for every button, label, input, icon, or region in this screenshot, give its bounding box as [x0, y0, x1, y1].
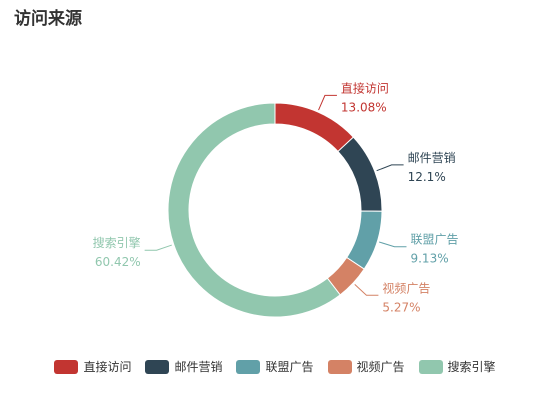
legend-item-lianmeng[interactable]: 联盟广告 [236, 358, 314, 375]
pie-slice[interactable] [337, 136, 383, 212]
label-leader-line [318, 94, 337, 111]
legend-item-youjian[interactable]: 邮件营销 [145, 358, 222, 375]
slice-name-label: 视频广告 [382, 280, 430, 295]
label-leader-line [354, 283, 379, 296]
legend-label: 直接访问 [83, 360, 132, 374]
label-leader-line [379, 241, 407, 248]
legend-item-sousuo[interactable]: 搜索引擎 [418, 358, 496, 375]
slice-percent-label: 5.27% [382, 300, 420, 314]
label-leader-line [376, 164, 404, 172]
legend-swatch [327, 359, 352, 374]
chart-title: 访问来源 [14, 9, 82, 29]
legend-item-shipin[interactable]: 视频广告 [327, 358, 405, 375]
legend-label: 搜索引擎 [447, 360, 496, 374]
slice-name-label: 邮件营销 [408, 151, 456, 165]
slice-percent-label: 60.42% [95, 255, 141, 269]
legend-swatch [418, 359, 443, 374]
slice-name-label: 直接访问 [341, 80, 389, 95]
chart-legend: 直接访问 邮件营销 联盟广告 视频广告 搜索引擎 [0, 358, 550, 375]
legend-swatch [145, 359, 170, 374]
pie-slice[interactable] [167, 102, 341, 318]
legend-swatch [236, 359, 261, 374]
slice-name-label: 联盟广告 [410, 233, 458, 247]
legend-label: 邮件营销 [174, 360, 223, 374]
label-leader-line [144, 244, 172, 251]
legend-label: 联盟广告 [265, 360, 314, 374]
slice-percent-label: 13.08% [341, 100, 387, 114]
pie-slice[interactable] [346, 210, 383, 270]
slice-percent-label: 9.13% [410, 252, 448, 266]
legend-item-zhijie[interactable]: 直接访问 [54, 358, 131, 375]
slice-percent-label: 12.1% [408, 170, 446, 184]
legend-swatch [54, 359, 79, 374]
slice-name-label: 搜索引擎 [93, 235, 141, 250]
legend-label: 视频广告 [356, 360, 405, 374]
